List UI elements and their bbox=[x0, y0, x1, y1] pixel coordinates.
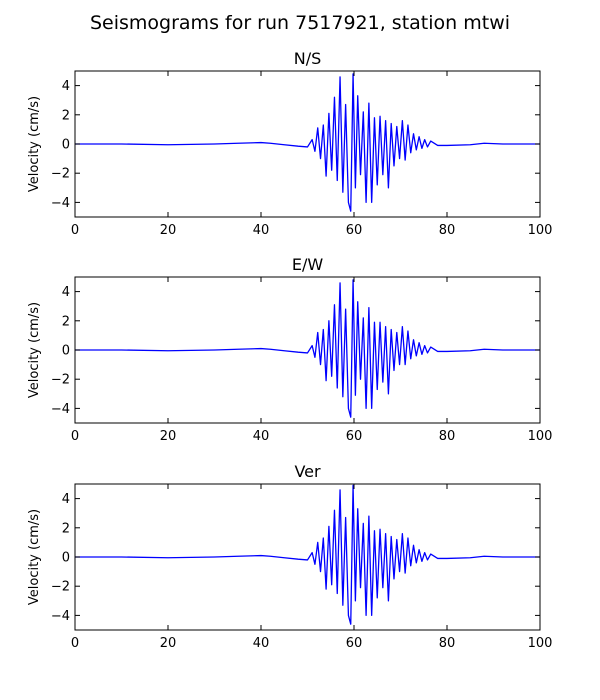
y-tick-label: 2 bbox=[62, 108, 70, 123]
series-line bbox=[75, 279, 540, 418]
y-tick-label: −2 bbox=[51, 167, 70, 182]
panel-title: E/W bbox=[292, 255, 324, 274]
y-axis-label: Velocity (cm/s) bbox=[27, 302, 42, 398]
x-tick-label: 20 bbox=[160, 429, 177, 444]
series-line bbox=[75, 484, 540, 625]
x-tick-label: 0 bbox=[71, 636, 79, 651]
y-tick-label: 2 bbox=[62, 314, 70, 329]
panel-0: N/S Velocity (cm/s) 0 20 40 60 80 100 −4 −2 0 2 4 bbox=[27, 49, 552, 238]
x-tick-label: 80 bbox=[439, 223, 456, 238]
x-tick-label: 80 bbox=[439, 636, 456, 651]
panel-2: Ver Velocity (cm/s) 0 20 40 60 80 100 −4 −2 0 2 4 bbox=[27, 462, 552, 651]
y-tick-label: 0 bbox=[62, 138, 70, 153]
x-tick-label: 100 bbox=[528, 429, 553, 444]
x-tick-label: 40 bbox=[253, 429, 270, 444]
x-tick-label: 20 bbox=[160, 636, 177, 651]
x-tick-label: 60 bbox=[346, 636, 363, 651]
x-tick-label: 60 bbox=[346, 223, 363, 238]
x-tick-label: 0 bbox=[71, 223, 79, 238]
x-tick-label: 20 bbox=[160, 223, 177, 238]
panel-1: E/W Velocity (cm/s) 0 20 40 60 80 100 −4 −2 0 2 4 bbox=[27, 255, 552, 444]
panel-title: Ver bbox=[294, 462, 321, 481]
x-tick-label: 40 bbox=[253, 223, 270, 238]
y-tick-label: −2 bbox=[51, 373, 70, 388]
y-axis-label: Velocity (cm/s) bbox=[27, 96, 42, 192]
x-tick-label: 80 bbox=[439, 429, 456, 444]
x-tick-label: 60 bbox=[346, 429, 363, 444]
y-axis-label: Velocity (cm/s) bbox=[27, 509, 42, 605]
figure-title: Seismograms for run 7517921, station mtw… bbox=[90, 12, 510, 34]
x-tick-label: 0 bbox=[71, 429, 79, 444]
y-tick-label: 0 bbox=[62, 551, 70, 566]
y-tick-label: −4 bbox=[51, 402, 70, 417]
y-tick-label: −4 bbox=[51, 196, 70, 211]
y-tick-label: 2 bbox=[62, 521, 70, 536]
y-tick-label: 4 bbox=[62, 492, 70, 507]
x-tick-label: 100 bbox=[528, 636, 553, 651]
y-tick-label: −4 bbox=[51, 609, 70, 624]
y-tick-label: 0 bbox=[62, 344, 70, 359]
x-tick-label: 100 bbox=[528, 223, 553, 238]
y-tick-label: 4 bbox=[62, 285, 70, 300]
panel-title: N/S bbox=[294, 49, 322, 68]
series-line bbox=[75, 73, 540, 212]
y-tick-label: 4 bbox=[62, 79, 70, 94]
y-tick-label: −2 bbox=[51, 580, 70, 595]
x-tick-label: 40 bbox=[253, 636, 270, 651]
